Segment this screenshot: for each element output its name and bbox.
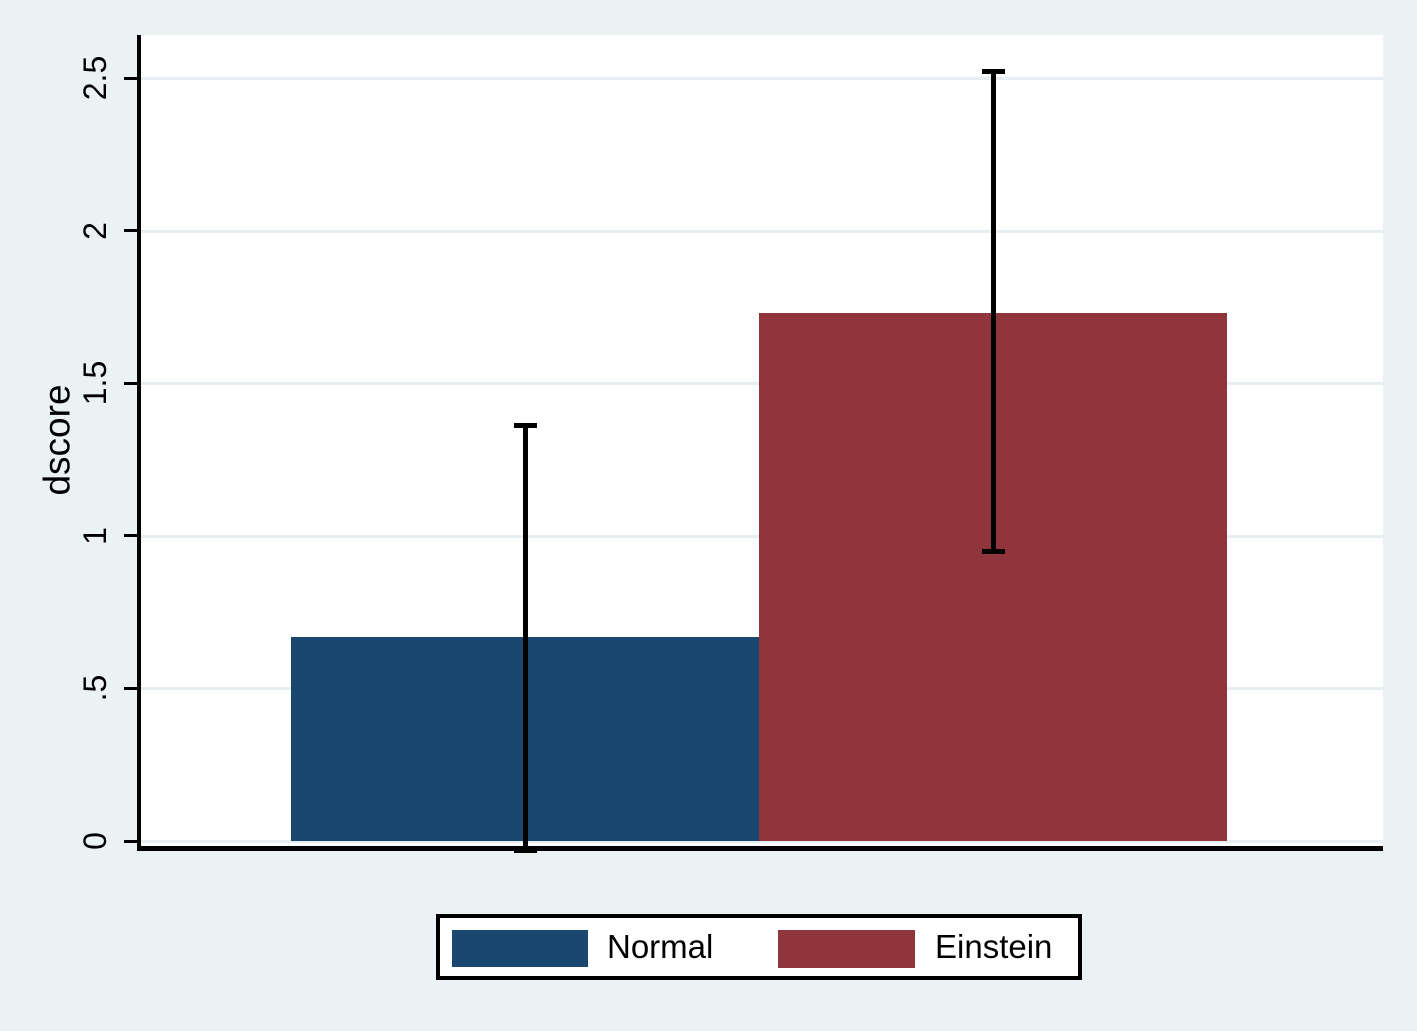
error-bar-line-normal <box>522 425 528 851</box>
error-bar-line-einstein <box>990 71 996 552</box>
y-tick-label: .5 <box>77 675 113 702</box>
y-tick <box>124 839 138 843</box>
y-axis-title: dscore <box>36 384 78 496</box>
y-tick <box>124 686 138 690</box>
gridline <box>141 840 1383 843</box>
x-axis-line <box>137 846 1383 851</box>
legend-label-einstein: Einstein <box>935 928 1053 965</box>
y-tick <box>124 381 138 385</box>
y-tick <box>124 76 138 80</box>
y-tick-label: 2 <box>77 221 113 240</box>
legend: Normal Einstein <box>436 914 1082 980</box>
error-bar-cap-bottom-einstein <box>981 549 1005 555</box>
y-tick <box>124 534 138 538</box>
y-tick-label: 0 <box>77 832 113 850</box>
legend-swatch-normal <box>452 930 588 967</box>
y-tick-label: 1 <box>77 526 113 545</box>
legend-swatch-einstein <box>778 930 915 968</box>
gridline <box>141 77 1383 80</box>
y-tick-label: 1.5 <box>77 360 113 406</box>
y-tick-label: 2.5 <box>77 55 113 101</box>
legend-label-normal: Normal <box>607 928 714 965</box>
gridline <box>141 229 1383 233</box>
error-bar-cap-top-einstein <box>981 68 1005 74</box>
error-bar-cap-top-normal <box>513 422 537 428</box>
y-axis-line <box>137 35 141 851</box>
y-tick <box>124 229 138 233</box>
